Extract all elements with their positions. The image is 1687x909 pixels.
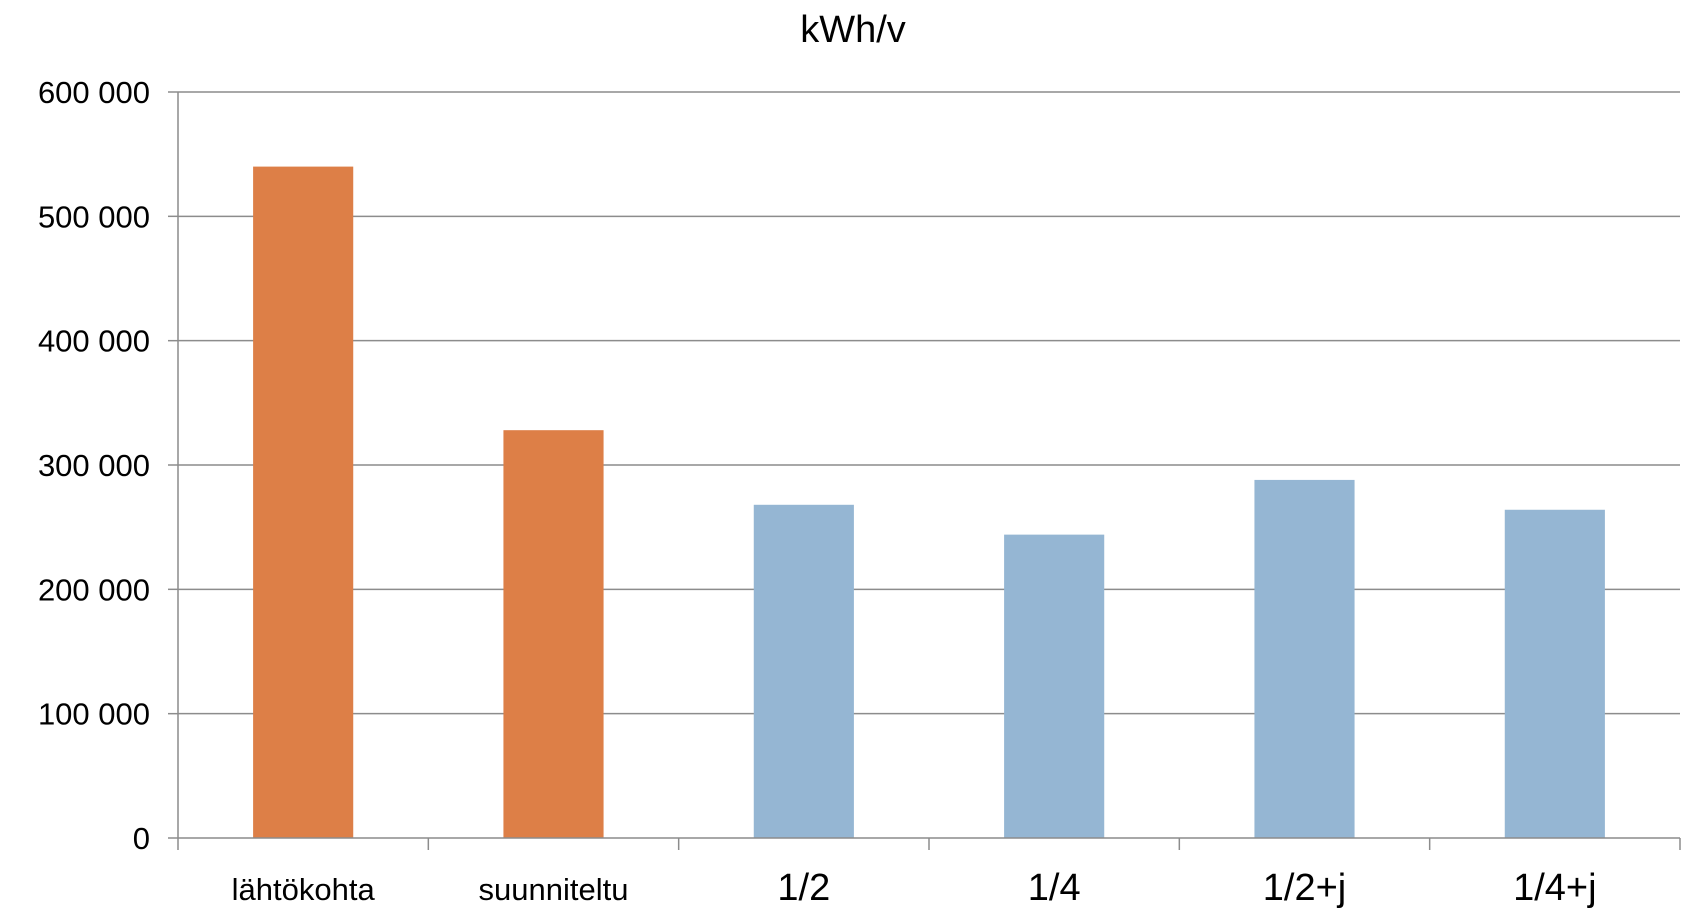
x-tick-label: 1/4 (1028, 867, 1081, 909)
x-tick-label: 1/2 (777, 867, 830, 909)
bar-l-ht-kohta (253, 166, 354, 839)
bar-1-2 (753, 504, 854, 838)
y-tick-label: 600 000 (38, 75, 150, 110)
bar-suunniteltu (503, 430, 604, 838)
y-tick-label: 100 000 (38, 697, 150, 732)
x-tick-label: 1/4+j (1513, 867, 1596, 909)
bar-1-2-j (1254, 479, 1355, 838)
bars (253, 166, 1605, 839)
y-tick-label: 300 000 (38, 448, 150, 483)
bar-1-4 (1004, 534, 1105, 838)
y-tick-label: 0 (133, 821, 150, 856)
chart-title: kWh/v (800, 9, 906, 51)
y-axis-ticks: 0 100 000 200 000 300 000 400 000 500 000 600 … (38, 75, 178, 856)
x-tick-label: suunniteltu (479, 872, 629, 907)
x-tick-label: lähtökohta (232, 872, 376, 907)
gridlines (178, 91, 1680, 715)
x-tick-label: 1/2+j (1263, 867, 1346, 909)
x-axis-ticks: lähtökohta suunniteltu 1/2 1/4 1/2+j 1/4+j (177, 838, 1681, 909)
y-tick-label: 200 000 (38, 572, 150, 607)
y-tick-label: 400 000 (38, 324, 150, 359)
bar-1-4-j (1504, 509, 1605, 838)
y-tick-label: 500 000 (38, 199, 150, 234)
